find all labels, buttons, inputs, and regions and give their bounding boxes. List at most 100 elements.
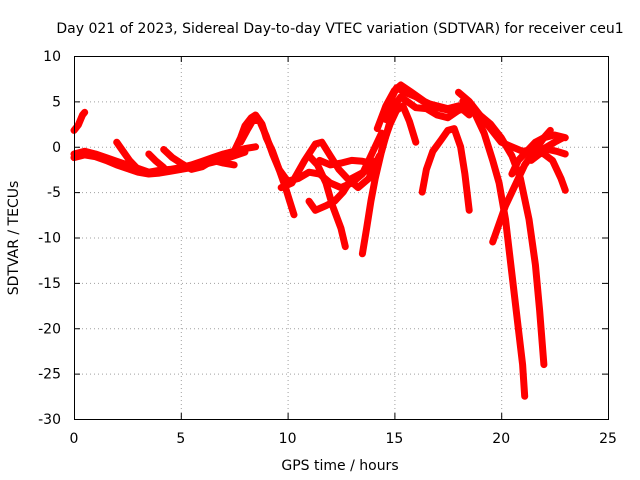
plus-marker — [316, 157, 323, 164]
plus-marker — [455, 89, 462, 96]
plus-marker — [331, 198, 338, 205]
plus-marker — [369, 189, 376, 196]
plus-marker — [371, 180, 378, 187]
plus-marker — [165, 150, 171, 157]
data-series-s17 — [418, 125, 473, 214]
x-axis-label: GPS time / hours — [281, 458, 398, 474]
plus-marker — [498, 196, 505, 203]
plus-marker — [342, 185, 349, 192]
plus-marker — [312, 207, 319, 214]
plus-marker — [233, 143, 240, 150]
plus-marker — [515, 175, 522, 182]
plus-marker — [549, 157, 556, 164]
plus-marker — [351, 181, 358, 188]
plus-marker — [274, 162, 281, 169]
plus-marker — [338, 225, 344, 232]
plus-marker — [382, 134, 389, 141]
plus-marker — [92, 153, 99, 160]
plus-marker — [326, 193, 333, 200]
plus-marker — [360, 242, 367, 249]
plus-marker — [417, 95, 423, 102]
plus-marker — [344, 182, 351, 189]
plus-marker — [481, 130, 488, 137]
plus-marker — [519, 183, 526, 190]
x-tick-label: 5 — [176, 431, 185, 447]
plus-marker — [366, 207, 373, 214]
plus-marker — [479, 126, 486, 133]
plus-marker — [496, 220, 503, 227]
plus-marker — [432, 144, 439, 151]
axis-ticks — [74, 56, 609, 420]
plus-marker — [348, 157, 355, 164]
plus-marker — [397, 93, 404, 100]
plus-marker — [306, 169, 312, 176]
plus-marker — [474, 109, 480, 115]
data-series-group — [70, 81, 569, 400]
plus-marker — [502, 141, 509, 148]
plus-marker — [126, 157, 133, 164]
plus-marker — [492, 127, 499, 134]
plus-marker — [508, 152, 515, 159]
plus-marker — [220, 160, 227, 167]
plus-marker — [119, 163, 126, 170]
plus-marker — [406, 118, 413, 125]
plus-marker — [513, 180, 520, 187]
plus-marker — [312, 141, 319, 147]
plus-marker — [335, 166, 342, 173]
plus-marker — [360, 246, 367, 253]
plus-marker — [361, 168, 368, 175]
plus-marker — [316, 165, 323, 172]
plus-marker — [488, 153, 495, 160]
plus-marker — [506, 149, 513, 156]
plus-marker — [323, 146, 329, 152]
plus-marker — [341, 239, 348, 245]
plus-marker — [521, 151, 527, 158]
plus-marker — [299, 161, 306, 168]
plus-marker — [317, 205, 324, 211]
plus-marker — [333, 214, 340, 221]
plus-marker — [272, 158, 279, 165]
plus-marker — [337, 192, 344, 199]
plus-marker — [367, 160, 374, 167]
plus-marker — [346, 178, 353, 185]
plus-marker — [556, 133, 563, 140]
plus-marker — [348, 175, 355, 182]
plus-marker — [536, 136, 543, 143]
plus-marker — [244, 127, 250, 134]
plus-marker — [531, 257, 538, 264]
plus-marker — [372, 175, 379, 182]
plus-marker — [291, 176, 297, 183]
plus-marker — [276, 166, 283, 173]
plus-marker — [442, 106, 449, 113]
plus-marker — [140, 170, 147, 177]
plus-marker — [521, 388, 528, 395]
plus-marker — [438, 105, 445, 112]
plus-marker — [283, 182, 290, 189]
plus-marker — [465, 203, 472, 210]
plus-marker — [476, 119, 482, 126]
plus-marker — [421, 98, 428, 105]
plus-marker — [248, 120, 255, 127]
plus-marker — [79, 112, 86, 118]
plus-marker — [365, 211, 372, 218]
y-tick-label: -20 — [38, 321, 61, 337]
plus-marker — [532, 139, 539, 146]
x-tick-label: 0 — [70, 431, 79, 447]
plus-marker — [558, 175, 564, 182]
plus-marker — [87, 152, 93, 159]
plus-marker — [374, 166, 381, 173]
series-band — [305, 165, 373, 214]
plus-marker — [167, 168, 174, 175]
plus-marker — [123, 152, 130, 159]
plus-marker — [324, 184, 331, 191]
plus-marker — [261, 128, 268, 134]
plus-marker — [340, 189, 347, 196]
plus-marker — [520, 187, 526, 194]
plus-marker — [368, 152, 375, 159]
plus-marker — [506, 193, 513, 200]
plus-marker — [525, 212, 532, 219]
plus-marker — [302, 171, 309, 178]
plus-marker — [188, 166, 195, 173]
plus-marker — [551, 161, 558, 167]
plus-marker — [500, 138, 507, 145]
